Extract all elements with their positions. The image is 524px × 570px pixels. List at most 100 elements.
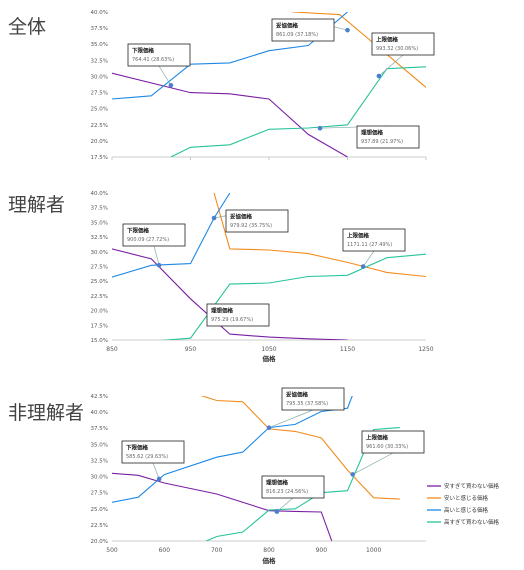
callout-box [356, 125, 420, 149]
x-tick-label: 600 [159, 547, 171, 554]
legend-label-3: 高すぎて買わない価格 [444, 518, 500, 526]
callout-leader [362, 250, 375, 267]
callout-box [342, 228, 406, 252]
callout-leader [158, 65, 172, 86]
y-tick-label: 30.0% [91, 475, 108, 481]
callout-box [371, 32, 435, 56]
intersection-point [266, 425, 272, 431]
intersection-point [211, 215, 217, 221]
callout-box [281, 387, 345, 411]
callout-value: 1171.11 (27.49%) [347, 242, 392, 248]
callout-title: 妥協価格 [230, 213, 253, 221]
x-tick-label: 700 [211, 547, 223, 554]
callout-value: 979.92 (35.75%) [230, 223, 272, 229]
y-tick-label: 20.0% [91, 139, 108, 145]
y-tick-label: 40.0% [91, 191, 108, 197]
y-tick-label: 22.5% [91, 123, 108, 129]
series-line-0 [112, 72, 348, 157]
series-line-2 [112, 193, 231, 278]
callout-title: 理想価格 [361, 129, 384, 137]
intersection-point [274, 509, 280, 514]
y-tick-label: 15.0% [91, 338, 108, 344]
callout-title: 上限価格 [366, 434, 389, 442]
x-tick-label: 800 [263, 547, 275, 554]
series-line-3 [170, 66, 426, 157]
intersection-point [345, 27, 350, 33]
y-tick-label: 32.5% [91, 458, 108, 464]
callout-value: 900.09 (27.72%) [127, 237, 169, 243]
x-tick-label: 1250 [418, 346, 433, 353]
series-line-0 [112, 472, 333, 541]
x-axis-label: 価格 [262, 354, 277, 363]
series-line-1 [200, 396, 400, 500]
panel-title-understander: 理解者 [8, 194, 66, 216]
callout-value: 993.32 (30.06%) [376, 46, 418, 52]
callout-value: 961.60 (30.33%) [366, 444, 408, 450]
x-tick-label: 1000 [366, 547, 381, 554]
callout-box [122, 223, 186, 247]
callout-title: 下限価格 [132, 47, 155, 55]
y-tick-label: 35.0% [91, 220, 108, 226]
callout-box [261, 475, 325, 499]
callout-box [271, 18, 335, 42]
intersection-point [156, 262, 162, 268]
x-axis-label: 価格 [262, 556, 277, 565]
y-tick-label: 35.0% [91, 42, 108, 48]
y-tick-label: 37.5% [91, 426, 108, 432]
legend-label-0: 安すぎて買わない価格 [444, 482, 500, 490]
callout-value: 861.09 (37.18%) [276, 32, 318, 38]
x-tick-label: 1050 [261, 346, 276, 353]
panel-title-non-understander: 非理解者 [8, 402, 85, 424]
series-line-3 [159, 253, 426, 340]
intersection-point [376, 73, 382, 79]
y-tick-label: 25.0% [91, 507, 108, 513]
callout-title: 上限価格 [376, 36, 399, 44]
legend-label-1: 安いと感じる価格 [444, 494, 489, 502]
panel-title-overall: 全体 [8, 16, 47, 38]
callout-value: 764.41 (28.63%) [132, 57, 174, 63]
series-line-1 [213, 193, 426, 278]
callout-title: 妥協価格 [276, 22, 299, 30]
y-tick-label: 22.5% [91, 523, 108, 529]
y-tick-label: 32.5% [91, 235, 108, 241]
callout-leader [153, 245, 160, 266]
callout-value: 816.23 (24.56%) [266, 489, 308, 495]
callout-value: 975.29 (19.67%) [211, 317, 253, 323]
intersection-point [156, 476, 162, 482]
intersection-point [168, 82, 174, 88]
callout-box [206, 303, 270, 327]
x-tick-label: 900 [316, 547, 328, 554]
y-tick-label: 40.0% [91, 10, 108, 16]
intersection-point [350, 472, 356, 477]
x-tick-label: 850 [106, 346, 118, 353]
y-tick-label: 40.0% [91, 410, 108, 416]
callout-value: 585.62 (29.63%) [126, 454, 168, 460]
y-tick-label: 25.0% [91, 279, 108, 285]
callout-leader [268, 409, 314, 429]
series-line-2 [112, 12, 348, 100]
callout-leader [352, 452, 394, 475]
y-tick-label: 27.5% [91, 265, 108, 271]
callout-title: 下限価格 [127, 227, 150, 235]
y-tick-label: 32.5% [91, 58, 108, 64]
y-tick-label: 25.0% [91, 107, 108, 113]
callout-title: 理想価格 [211, 307, 234, 315]
y-tick-label: 17.5% [91, 323, 108, 329]
callout-box [225, 209, 289, 233]
callout-title: 妥協価格 [286, 391, 309, 399]
y-tick-label: 20.0% [91, 309, 108, 315]
chart-panel-0: 40.0% 37.5% 35.0% 32.5% 30.0% 27.5% 25.0% 22.5%… [91, 10, 435, 161]
series-group [112, 12, 426, 157]
y-tick-label: 27.5% [91, 91, 108, 97]
y-tick-label: 30.0% [91, 74, 108, 80]
callout-value: 795.35 (37.58%) [286, 401, 328, 407]
y-tick-label: 20.0% [91, 539, 108, 545]
callout-value: 937.89 (21.97%) [361, 139, 403, 145]
y-tick-label: 30.0% [91, 250, 108, 256]
chart-panel-2: 42.5% 40.0% 37.5% 35.0% 32.5% 30.0% 27.5% 25.0%… [91, 387, 426, 565]
x-tick-label: 1150 [340, 346, 355, 353]
y-tick-label: 22.5% [91, 294, 108, 300]
callout-title: 上限価格 [347, 232, 370, 240]
